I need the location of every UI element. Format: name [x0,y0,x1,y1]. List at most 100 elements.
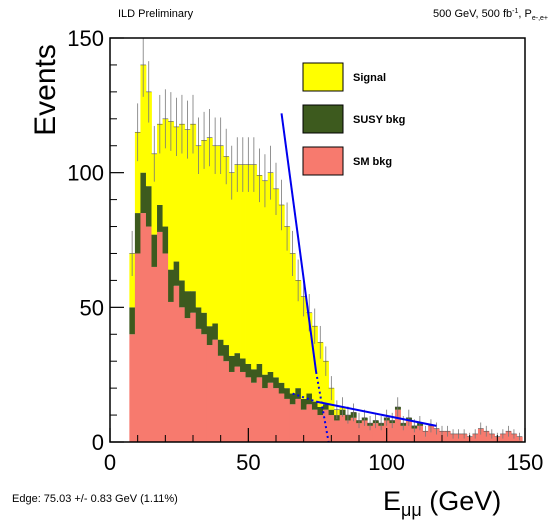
bar-sm-bkg-11 [184,318,191,442]
bar-sm-bkg-44 [367,425,374,442]
bar-sm-bkg-9 [173,285,180,442]
bar-signal-18 [223,156,230,346]
bar-signal-26 [267,172,274,372]
x-tick-label-1: 50 [236,450,260,475]
bar-sm-bkg-24 [256,377,263,442]
bar-sm-bkg-3 [140,213,147,442]
bar-susy-bkg-29 [284,388,291,399]
fit-line-0 [280,113,318,373]
x-tick-label-3: 150 [507,450,544,475]
bar-sm-bkg-7 [162,253,169,442]
bar-sm-bkg-51 [406,420,412,442]
bar-susy-bkg-3 [140,172,147,214]
bar-susy-bkg-10 [179,280,186,308]
histogram-bars [129,64,523,442]
bar-susy-bkg-27 [273,377,280,389]
bar-sm-bkg-49 [394,409,401,442]
legend-swatch-2 [302,146,344,176]
bar-sm-bkg-32 [300,409,307,442]
bar-signal-33 [306,312,313,394]
bar-susy-bkg-23 [251,369,258,383]
bar-susy-bkg-31 [295,388,302,399]
bar-signal-7 [162,118,169,227]
bar-sm-bkg-37 [328,415,335,442]
bar-susy-bkg-5 [151,234,158,267]
bar-sm-bkg-25 [262,388,269,442]
bar-sm-bkg-39 [339,415,346,442]
bar-susy-bkg-26 [267,371,274,383]
bar-sm-bkg-15 [206,345,213,442]
bar-susy-bkg-24 [256,363,263,378]
y-tick-label-3: 150 [67,26,104,51]
bar-signal-19 [228,172,235,356]
bar-sm-bkg-16 [212,339,219,442]
bar-susy-bkg-13 [195,307,202,329]
bar-susy-bkg-34 [311,401,318,410]
x-axis-label: Eμμ (GeV) [383,486,501,520]
bar-susy-bkg-16 [212,323,219,340]
bar-signal-24 [256,175,263,364]
fit-line-3 [315,400,437,427]
bar-signal-16 [212,145,219,324]
plot-frame [109,37,526,443]
bar-signal-6 [157,124,163,205]
bar-sm-bkg-46 [378,425,385,442]
bar-sm-bkg-22 [245,377,252,442]
bar-signal-5 [151,153,158,235]
bar-susy-bkg-9 [173,261,180,286]
bar-susy-bkg-1 [129,307,136,335]
bar-sm-bkg-20 [234,366,241,442]
bar-signal-29 [284,226,291,389]
edge-result-text: Edge: 75.03 +/- 0.83 GeV (1.11%) [12,493,178,505]
bar-sm-bkg-18 [223,361,230,442]
bar-sm-bkg-30 [289,404,296,442]
bar-susy-bkg-22 [245,363,252,378]
bar-sm-bkg-40 [345,420,352,442]
bar-sm-bkg-27 [273,388,280,442]
bar-susy-bkg-17 [217,339,224,356]
fit-line-2 [292,392,317,403]
bar-susy-bkg-30 [289,393,296,405]
bar-sm-bkg-14 [201,334,208,442]
bar-sm-bkg-64 [477,428,484,442]
bar-signal-31 [295,280,302,389]
bar-signal-23 [251,164,258,370]
bar-signal-12 [190,124,197,292]
bar-susy-bkg-25 [262,374,269,389]
fit-line-1 [315,371,330,443]
bar-sm-bkg-1 [129,334,136,442]
bar-susy-bkg-2 [134,213,141,254]
bar-sm-bkg-5 [151,266,158,442]
bar-signal-20 [234,164,241,354]
bar-sm-bkg-55 [428,425,435,442]
bar-susy-bkg-37 [328,409,335,416]
legend-label-1: SUSY bkg [353,114,405,126]
x-tick-label-0: 0 [104,450,116,475]
bar-susy-bkg-21 [240,358,246,372]
bar-sm-bkg-35 [317,415,324,442]
bar-sm-bkg-34 [311,409,318,442]
bar-sm-bkg-6 [157,231,163,442]
bar-susy-bkg-4 [145,186,152,227]
legend-label-0: Signal [353,72,386,84]
bar-signal-15 [206,137,213,327]
bar-signal-1 [129,253,136,308]
bar-signal-36 [323,361,329,405]
bar-sm-bkg-13 [195,328,202,442]
bar-sm-bkg-42 [356,423,363,442]
bar-signal-3 [140,64,147,173]
bar-signal-32 [300,296,307,399]
bar-susy-bkg-18 [223,345,230,362]
bar-susy-bkg-19 [228,355,235,372]
bar-susy-bkg-20 [234,353,241,367]
bar-susy-bkg-28 [278,382,285,394]
legend-swatch-0 [302,62,344,92]
bar-sm-bkg-8 [168,301,175,442]
bar-sm-bkg-48 [389,423,396,442]
bar-sm-bkg-36 [323,409,329,442]
bar-sm-bkg-10 [179,307,186,442]
header-right: 500 GeV, 500 fb-1, Pe-,e+ [433,8,548,22]
bar-signal-2 [134,132,141,214]
bar-signal-21 [240,164,246,359]
bar-signal-9 [173,126,180,262]
